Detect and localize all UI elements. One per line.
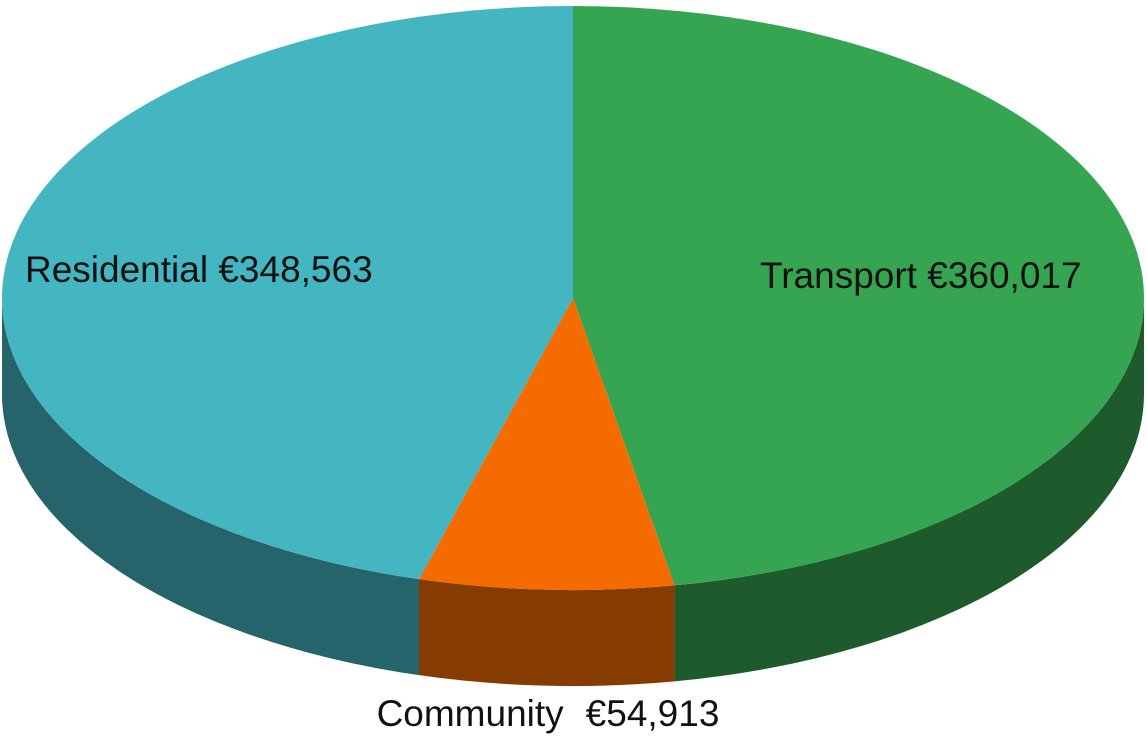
- value-label: €360,017: [927, 255, 1081, 296]
- slice-label: Residential €348,563: [25, 249, 373, 290]
- slice-tops: [2, 6, 1145, 590]
- slice-label: Community €54,913: [377, 693, 720, 734]
- value-label: €54,913: [586, 693, 720, 734]
- category-label: Community: [377, 693, 565, 734]
- slice-side: [418, 579, 675, 686]
- slice: [2, 6, 573, 580]
- slice: [573, 6, 1145, 586]
- slice-side: [2, 298, 419, 676]
- value-label: €348,563: [218, 249, 372, 290]
- slice-sides: [2, 298, 1144, 686]
- slice-label: Transport €360,017: [760, 255, 1082, 296]
- slice: [418, 298, 675, 590]
- slice-side: [674, 298, 1144, 682]
- category-label: Transport: [760, 255, 918, 296]
- pie: [2, 6, 1145, 686]
- category-label: Residential: [25, 249, 208, 290]
